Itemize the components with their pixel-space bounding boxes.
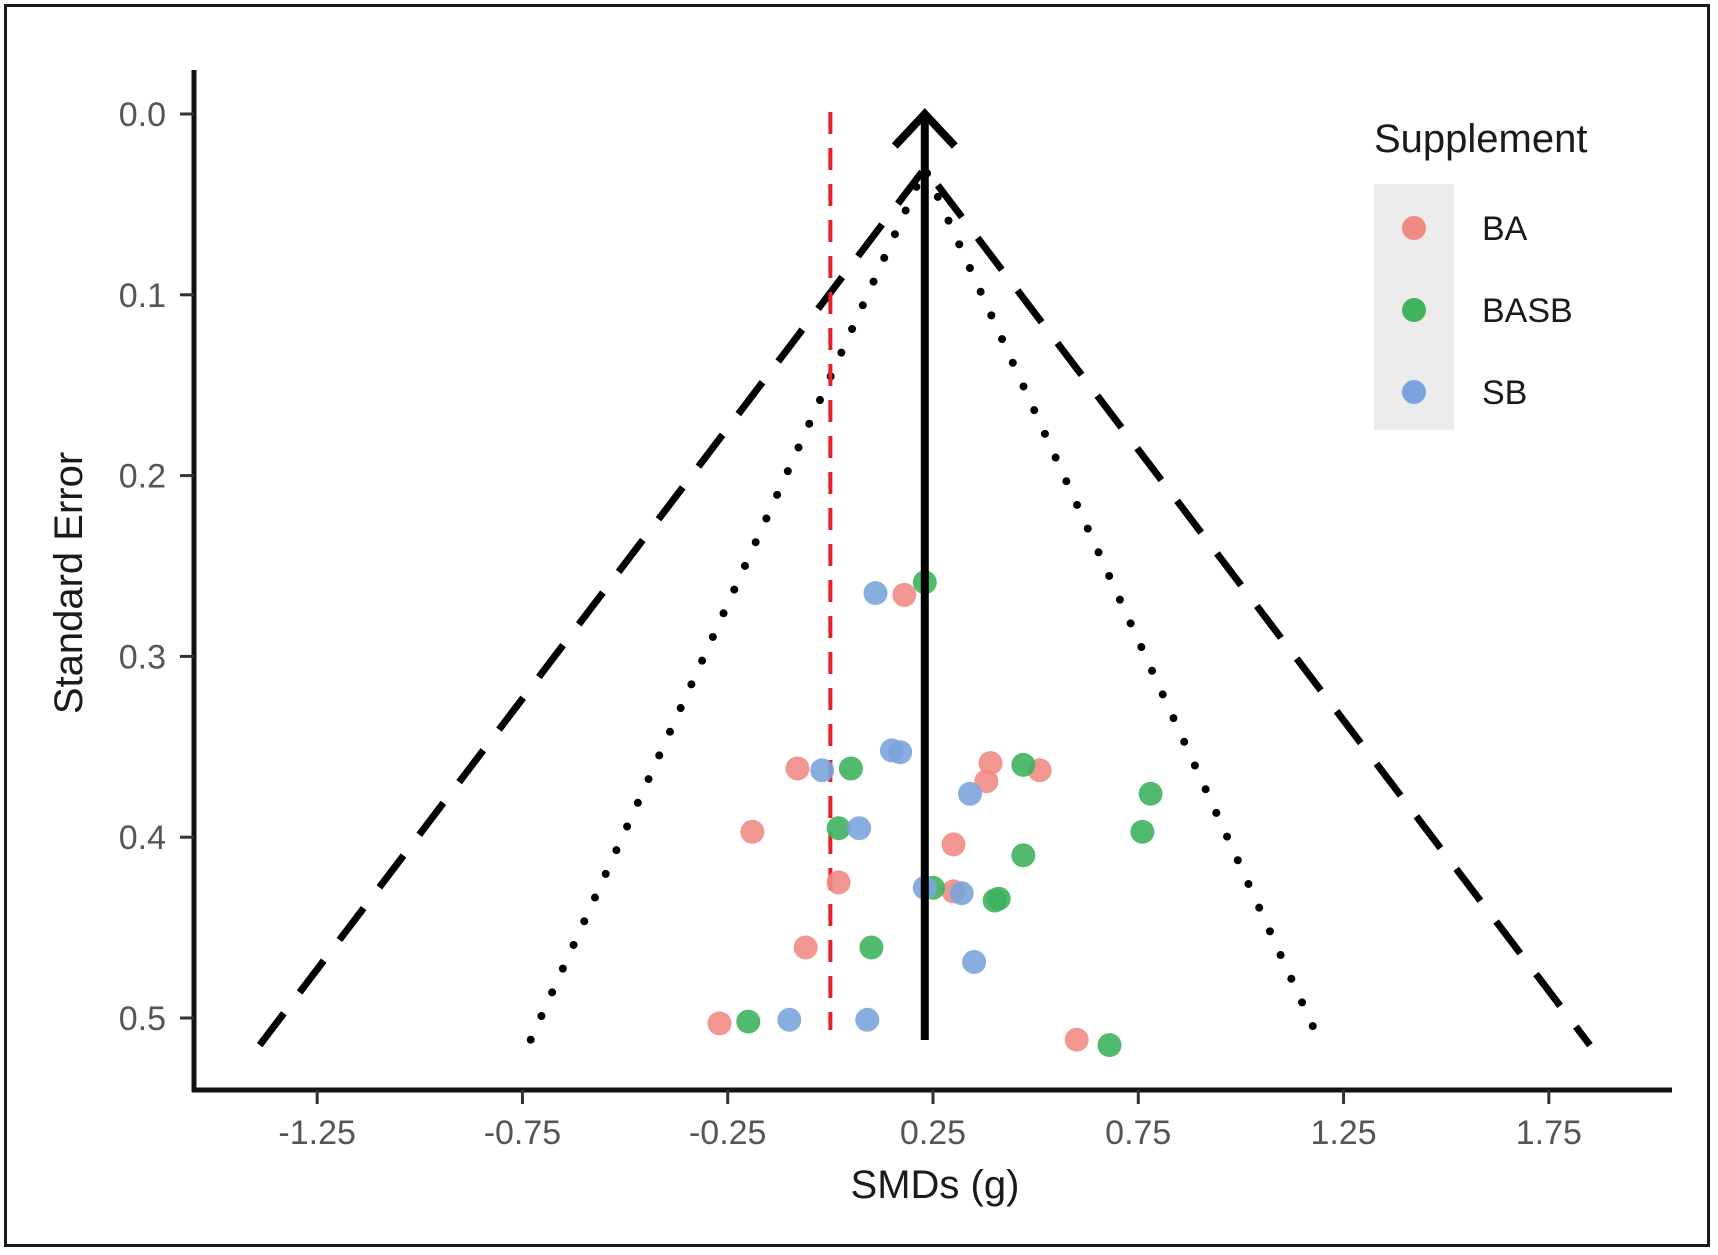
point-basb-6 (1011, 843, 1036, 868)
legend-label-ba: BA (1482, 210, 1528, 248)
y-tick-label: 0.1 (119, 277, 166, 315)
legend-title: Supplement (1374, 117, 1587, 161)
point-basb-3 (1138, 781, 1163, 806)
funnel-outer-dashed (256, 162, 1593, 1048)
point-sb-8 (962, 950, 987, 974)
x-tick-label: 1.25 (1310, 1114, 1376, 1152)
point-sb-2 (888, 740, 913, 765)
x-tick-label: 1.75 (1516, 1114, 1582, 1152)
point-ba-2 (978, 751, 1003, 776)
point-basb-12 (1097, 1033, 1122, 1058)
point-ba-6 (941, 832, 966, 857)
point-ba-1 (785, 756, 810, 781)
legend-key-ba (1402, 216, 1426, 240)
point-sb-9 (777, 1007, 802, 1032)
point-basb-4 (826, 816, 851, 841)
x-axis-title: SMDs (g) (851, 1163, 1020, 1207)
point-sb-10 (855, 1007, 880, 1032)
y-axis-title: Standard Error (47, 452, 91, 714)
point-sb-3 (810, 758, 835, 783)
point-ba-9 (793, 935, 818, 960)
point-sb-5 (847, 816, 872, 841)
legend-key-basb (1402, 298, 1426, 322)
summary-arrow-head (891, 108, 958, 149)
point-ba-11 (1064, 1027, 1089, 1052)
legend: Supplement BA BASB SB (1374, 117, 1587, 430)
x-tick-label: -0.75 (484, 1114, 562, 1152)
x-tick-label: 0.75 (1105, 1114, 1171, 1152)
y-tick-label: 0.3 (119, 638, 166, 676)
x-tick-label: -1.25 (278, 1114, 356, 1152)
y-tick-label: 0.4 (119, 819, 166, 857)
point-ba-3 (974, 769, 999, 794)
y-tick-label: 0.5 (119, 1000, 166, 1038)
point-ba-7 (826, 870, 851, 895)
y-tick-label: 0.2 (119, 458, 166, 496)
y-tick-label: 0.0 (119, 96, 166, 134)
legend-items: BA BASB SB (1402, 210, 1573, 412)
point-basb-1 (838, 756, 863, 781)
summary-effect-arrow (891, 108, 958, 1040)
point-ba-10 (707, 1011, 732, 1036)
point-basb-10 (859, 935, 884, 960)
point-basb-11 (736, 1009, 761, 1034)
legend-label-basb: BASB (1482, 292, 1573, 330)
point-sb-4 (958, 781, 982, 806)
point-basb-9 (982, 888, 1007, 913)
legend-key-sb (1402, 380, 1426, 404)
point-sb-7 (949, 881, 974, 906)
x-tick-label: 0.25 (900, 1114, 966, 1152)
legend-label-sb: SB (1482, 374, 1527, 412)
point-ba-0 (892, 582, 917, 607)
points-layer (707, 570, 1163, 1058)
x-axis-ticks: -1.25 -0.75 -0.25 0.25 0.75 1.25 1.75 (278, 1090, 1582, 1152)
point-ba-5 (740, 819, 765, 844)
point-sb-0 (863, 581, 888, 606)
y-axis-ticks: 0.0 0.1 0.2 0.3 0.4 0.5 (119, 96, 194, 1038)
point-basb-5 (1130, 819, 1155, 844)
x-tick-label: -0.25 (689, 1114, 767, 1152)
point-basb-2 (1011, 752, 1036, 777)
